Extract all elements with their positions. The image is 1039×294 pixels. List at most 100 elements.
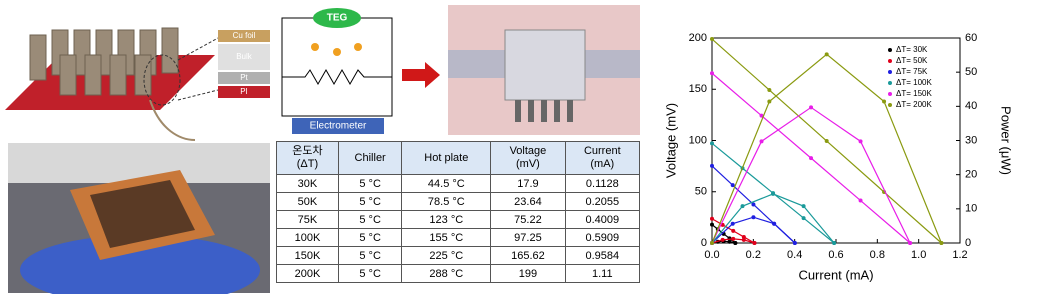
legend-marker [888, 92, 892, 96]
cell: 155 °C [401, 228, 492, 247]
zoom-line [177, 37, 219, 61]
point [772, 221, 777, 226]
header-text: Hot plate [424, 151, 469, 164]
cell: 123 °C [401, 210, 492, 229]
point [727, 239, 732, 244]
cell: 17.9 [490, 174, 566, 193]
header-cell: 온도차 (ΔT) [276, 141, 339, 175]
cell: 0.1128 [564, 174, 641, 193]
point [767, 99, 772, 104]
layer-label: Bulk [236, 52, 253, 61]
x-tick-label: 0.4 [787, 249, 802, 261]
point [741, 237, 746, 242]
point [710, 141, 714, 146]
y-tick-label: 50 [695, 186, 707, 198]
point [809, 105, 814, 110]
x-axis-label: Current (mA) [798, 267, 873, 282]
x-tick-label: 0.6 [828, 249, 843, 261]
x-tick-label: 0.8 [870, 249, 885, 261]
legend-marker [888, 59, 892, 63]
header-cell: Current (mA) [564, 141, 641, 175]
header-text: 온도차 [292, 145, 323, 157]
point [939, 241, 944, 245]
point [751, 215, 756, 220]
series-line [711, 193, 835, 244]
header-text: (ΔT) [296, 158, 319, 170]
header-text: (mA) [590, 158, 615, 170]
legend-label: ΔT= 150K [896, 89, 932, 98]
point [767, 88, 772, 93]
legend-marker [888, 70, 892, 74]
row: 100K 5 °C 155 °C 97.25 0.5909 [276, 228, 641, 247]
y-axis-label: Voltage (mV) [663, 103, 678, 178]
cell: 50K [276, 192, 339, 211]
layer-cu [218, 30, 270, 42]
cell: 288 °C [401, 264, 492, 283]
row: 50K 5 °C 78.5 °C 23.64 0.2055 [276, 192, 641, 211]
cell: 97.25 [490, 228, 566, 247]
legend-marker [888, 103, 892, 107]
point [792, 241, 797, 245]
point [759, 139, 764, 144]
header-text: (mV) [516, 158, 540, 170]
resistor [282, 68, 392, 86]
y2-tick-label: 40 [965, 100, 977, 112]
cell: 1.11 [564, 264, 641, 283]
table: 온도차 (ΔT) Chiller Hot plate Voltage (mV) Curren… [276, 141, 641, 283]
cell: 44.5 °C [401, 174, 492, 193]
y2-tick-label: 60 [965, 32, 977, 44]
point [710, 163, 714, 168]
point [751, 202, 756, 207]
zoom-circle [143, 54, 181, 106]
point [731, 236, 736, 241]
render-legs [515, 100, 573, 122]
legs [29, 27, 179, 96]
cell: 0.2055 [564, 192, 641, 211]
point [824, 52, 829, 57]
y-tick-label: 200 [689, 32, 707, 44]
cell: 5 °C [337, 246, 403, 265]
photo-bg [8, 143, 270, 183]
point [908, 241, 913, 245]
legend-label: ΔT= 75K [896, 67, 928, 76]
cell: 165.62 [490, 246, 566, 265]
electrometer [292, 118, 384, 134]
flame [311, 43, 319, 51]
layer-pi [218, 86, 270, 98]
cell: 0.9584 [564, 246, 641, 265]
cell: 100K [276, 228, 339, 247]
point [741, 234, 746, 239]
point [824, 139, 829, 144]
zoom-line [177, 89, 219, 101]
point [733, 241, 738, 245]
flame [354, 43, 362, 51]
cell: 150K [276, 246, 339, 265]
y2-tick-label: 0 [965, 237, 971, 249]
cell: 30K [276, 174, 339, 193]
cell: 0.4009 [564, 210, 641, 229]
y2-tick-label: 30 [965, 134, 977, 146]
electrometer-label: Electrometer [310, 121, 367, 132]
point [720, 237, 725, 242]
teg-label: TEG [327, 13, 348, 24]
point [731, 228, 736, 233]
layer-label: PI [240, 87, 248, 96]
row: 30K 5 °C 44.5 °C 17.9 0.1128 [276, 174, 641, 193]
layer-bulk [218, 44, 270, 70]
flame [333, 48, 341, 56]
cell: 23.64 [490, 192, 566, 211]
y-tick-label: 150 [689, 83, 707, 95]
header-cell: Hot plate [401, 141, 492, 175]
point [801, 204, 806, 209]
cell: 225 °C [401, 246, 492, 265]
header-text: Current [583, 145, 621, 157]
point [882, 99, 887, 104]
point [710, 216, 714, 221]
header-text: Chiller [354, 151, 386, 164]
legend-marker [888, 48, 892, 52]
layer-label: Pt [240, 73, 248, 82]
point [730, 221, 735, 226]
header-cell: Voltage (mV) [490, 141, 566, 175]
